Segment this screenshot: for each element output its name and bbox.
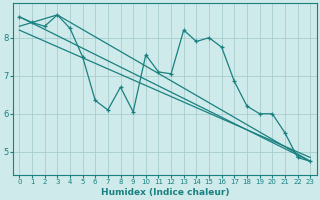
X-axis label: Humidex (Indice chaleur): Humidex (Indice chaleur) <box>100 188 229 197</box>
